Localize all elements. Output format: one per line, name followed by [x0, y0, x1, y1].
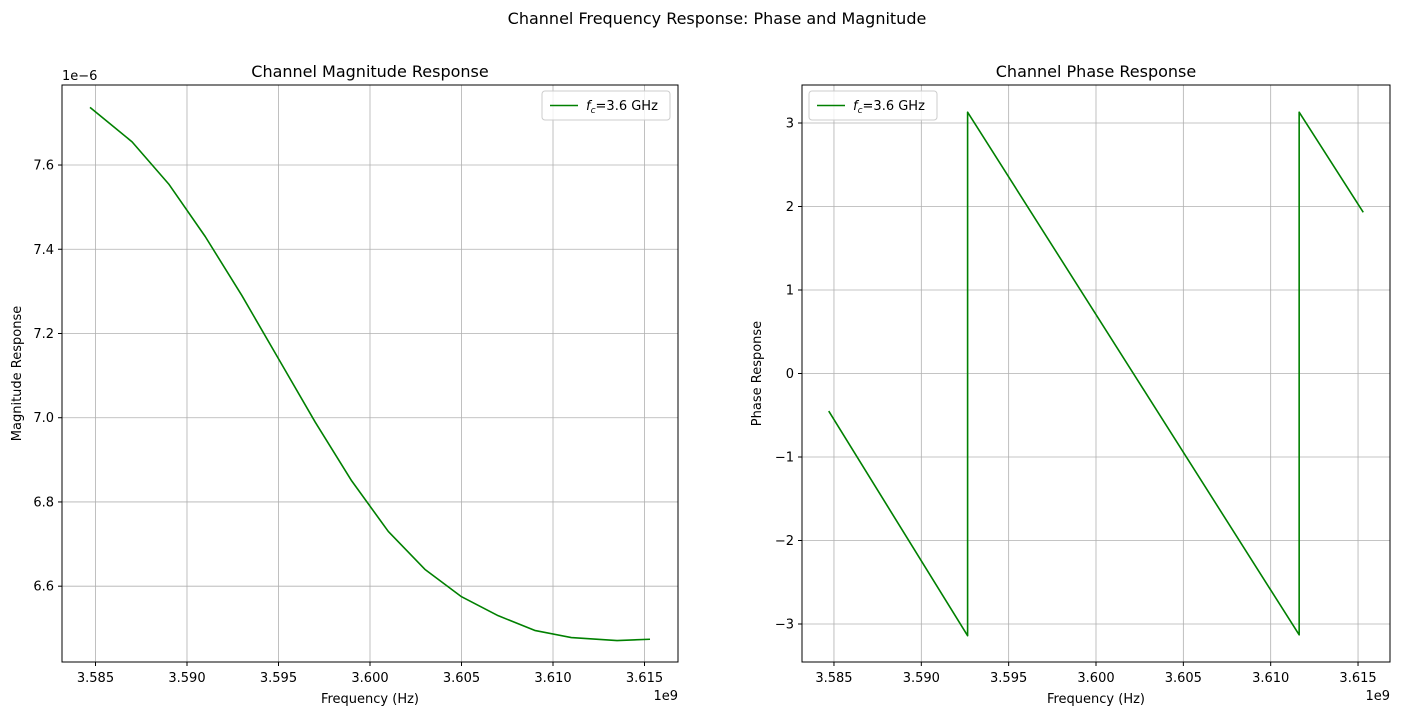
y-tick-label: −3: [775, 618, 794, 633]
y-tick-label: 0: [786, 367, 794, 382]
x-tick-label: 3.610: [534, 671, 571, 686]
phase-plot: 3.585 3.590 3.595 3.600 3.605 3.610 3.615 −3 −2 −…: [750, 62, 1391, 707]
x-tick-label: 3.595: [260, 671, 297, 686]
y-tick-label: 6.6: [33, 580, 54, 595]
legend: fc=3.6 GHz: [541, 90, 671, 121]
x-tick-label: 3.590: [168, 671, 205, 686]
x-offset-label: 1e9: [653, 689, 678, 704]
series-line: [828, 111, 1364, 637]
legend-label-sub: c: [858, 106, 863, 116]
y-tick-label: −1: [775, 451, 794, 466]
x-axis-label: Frequency (Hz): [321, 692, 419, 707]
legend-label: fc=3.6 GHz: [853, 99, 925, 116]
x-tick-label: 3.610: [1252, 671, 1289, 686]
figure-suptitle: Channel Frequency Response: Phase and Ma…: [508, 9, 927, 28]
y-tick-label: 1: [786, 283, 794, 298]
x-tick-label: 3.615: [1339, 671, 1376, 686]
series-line: [89, 106, 651, 642]
y-tick-label: −2: [775, 534, 794, 549]
y-axis-label: Magnitude Response: [10, 306, 25, 441]
x-tick-label: 3.590: [903, 671, 940, 686]
axes-title: Channel Magnitude Response: [251, 62, 488, 81]
y-tick-label: 7.6: [33, 159, 54, 174]
y-offset-label: 1e−6: [62, 69, 97, 84]
legend-label-main: f: [853, 99, 860, 114]
x-tick-label: 3.615: [626, 671, 663, 686]
y-tick-label: 7.4: [33, 243, 54, 258]
y-tick-label: 7.0: [33, 411, 54, 426]
legend-label-rest: =3.6 GHz: [596, 99, 659, 114]
y-tick-label: 3: [786, 116, 794, 131]
legend-box: [808, 90, 938, 121]
x-tick-label: 3.600: [351, 671, 388, 686]
x-axis-label: Frequency (Hz): [1047, 692, 1145, 707]
x-tick-label: 3.595: [990, 671, 1027, 686]
y-axis-label: Phase Response: [750, 321, 765, 426]
legend-label-sub: c: [591, 106, 596, 116]
y-tick-label: 6.8: [33, 495, 54, 510]
x-offset-label: 1e9: [1365, 689, 1390, 704]
axes-title: Channel Phase Response: [996, 62, 1196, 81]
x-tick-label: 3.605: [443, 671, 480, 686]
x-tick-label: 3.585: [815, 671, 852, 686]
y-tick-label: 7.2: [33, 327, 54, 342]
x-tick-label: 3.585: [77, 671, 114, 686]
magnitude-plot: 3.585 3.590 3.595 3.600 3.605 3.610 3.615 6.6 6.…: [10, 62, 679, 707]
x-tick-label: 3.605: [1165, 671, 1202, 686]
legend-label-main: f: [586, 99, 593, 114]
legend: fc=3.6 GHz: [808, 90, 938, 121]
legend-label-rest: =3.6 GHz: [863, 99, 926, 114]
legend-box: [541, 90, 671, 121]
x-tick-label: 3.600: [1077, 671, 1114, 686]
y-tick-label: 2: [786, 200, 794, 215]
legend-label: fc=3.6 GHz: [586, 99, 658, 116]
